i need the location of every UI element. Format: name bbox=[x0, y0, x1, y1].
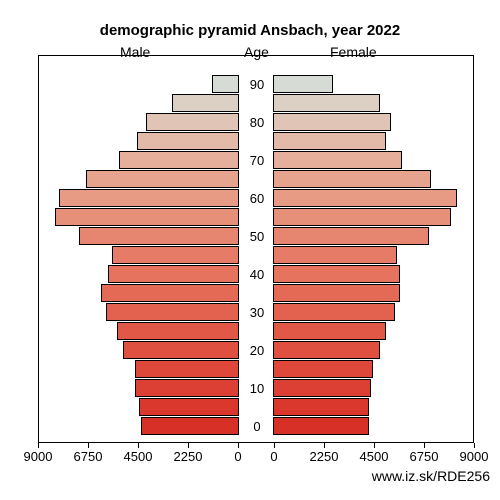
age-tick-label: 60 bbox=[239, 191, 275, 206]
x-tick-label: 9000 bbox=[24, 449, 53, 464]
female-bar bbox=[273, 265, 400, 283]
x-tick bbox=[188, 443, 189, 448]
x-tick bbox=[324, 443, 325, 448]
x-tick bbox=[474, 443, 475, 448]
male-bar bbox=[141, 417, 239, 435]
female-bar bbox=[273, 322, 386, 340]
female-bar bbox=[273, 341, 380, 359]
x-tick-label: 4500 bbox=[124, 449, 153, 464]
male-bar bbox=[106, 303, 239, 321]
male-bar bbox=[117, 322, 239, 340]
x-tick bbox=[374, 443, 375, 448]
x-tick bbox=[274, 443, 275, 448]
male-bar bbox=[172, 94, 239, 112]
male-bar bbox=[139, 398, 239, 416]
female-bar bbox=[273, 398, 369, 416]
male-bar bbox=[212, 75, 239, 93]
female-bar bbox=[273, 208, 451, 226]
male-side bbox=[39, 56, 239, 442]
male-bar bbox=[123, 341, 239, 359]
male-bar bbox=[146, 113, 239, 131]
x-tick bbox=[88, 443, 89, 448]
age-tick-label: 90 bbox=[239, 77, 275, 92]
x-tick-label: 0 bbox=[234, 449, 241, 464]
x-tick bbox=[38, 443, 39, 448]
male-bar bbox=[135, 360, 239, 378]
x-tick bbox=[424, 443, 425, 448]
age-tick-label: 70 bbox=[239, 153, 275, 168]
x-tick-label: 0 bbox=[270, 449, 277, 464]
x-tick bbox=[238, 443, 239, 448]
female-bar bbox=[273, 284, 400, 302]
female-bar bbox=[273, 94, 380, 112]
male-bar bbox=[55, 208, 239, 226]
female-bar bbox=[273, 303, 395, 321]
chart-title: demographic pyramid Ansbach, year 2022 bbox=[0, 22, 500, 39]
male-bar bbox=[108, 265, 239, 283]
male-bar bbox=[59, 189, 239, 207]
female-bar bbox=[273, 170, 431, 188]
female-bar bbox=[273, 132, 386, 150]
male-bar bbox=[135, 379, 239, 397]
x-tick bbox=[138, 443, 139, 448]
male-bar bbox=[119, 151, 239, 169]
x-tick-label: 6750 bbox=[74, 449, 103, 464]
male-bar bbox=[137, 132, 239, 150]
female-side bbox=[273, 56, 473, 442]
x-tick-label: 6750 bbox=[410, 449, 439, 464]
female-bar bbox=[273, 189, 457, 207]
age-tick-label: 40 bbox=[239, 267, 275, 282]
female-bar bbox=[273, 75, 333, 93]
male-bar bbox=[101, 284, 239, 302]
age-tick-label: 0 bbox=[239, 419, 275, 434]
female-bar bbox=[273, 113, 391, 131]
female-bar bbox=[273, 227, 429, 245]
age-tick-label: 10 bbox=[239, 381, 275, 396]
x-tick-label: 2250 bbox=[310, 449, 339, 464]
female-bar bbox=[273, 417, 369, 435]
source-footer: www.iz.sk/RDE256 bbox=[372, 468, 490, 484]
x-tick-label: 9000 bbox=[460, 449, 489, 464]
age-tick-label: 30 bbox=[239, 305, 275, 320]
x-tick-label: 2250 bbox=[174, 449, 203, 464]
pyramid-chart: 0 10 20 30 40 50 60 70 80 90 bbox=[38, 55, 474, 443]
male-bar bbox=[86, 170, 239, 188]
age-tick-label: 20 bbox=[239, 343, 275, 358]
female-bar bbox=[273, 151, 402, 169]
male-bar bbox=[79, 227, 239, 245]
female-bar bbox=[273, 360, 373, 378]
age-tick-label: 50 bbox=[239, 229, 275, 244]
x-tick-label: 4500 bbox=[360, 449, 389, 464]
female-bar bbox=[273, 246, 397, 264]
male-bar bbox=[112, 246, 239, 264]
female-bar bbox=[273, 379, 371, 397]
age-tick-label: 80 bbox=[239, 115, 275, 130]
